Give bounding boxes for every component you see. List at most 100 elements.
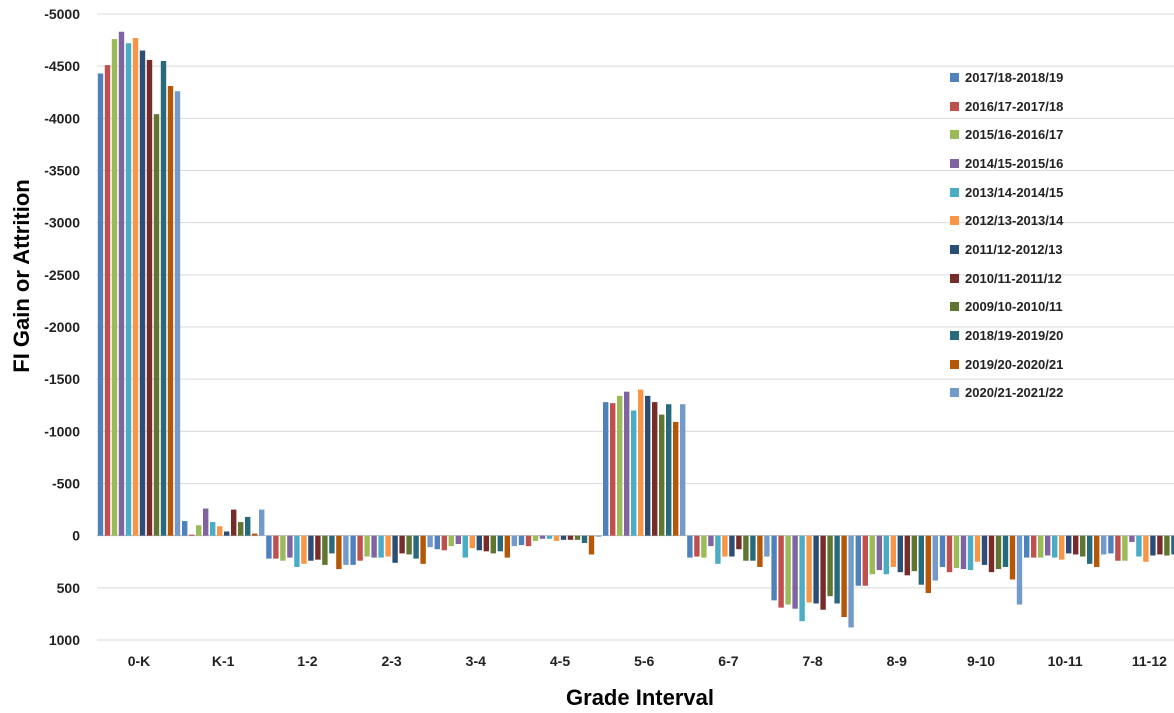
legend-item: 2014/15-2015/16 bbox=[950, 149, 1063, 178]
bar-4-5-2017/18-2018/19 bbox=[518, 535, 525, 546]
bar-10-11-2009/10-2010/11 bbox=[1080, 535, 1086, 557]
bar-5-6-2017/18-2018/19 bbox=[603, 402, 609, 536]
legend-label: 2013/14-2014/15 bbox=[965, 184, 1064, 200]
bar-8-9-2015/16-2016/17 bbox=[869, 535, 875, 575]
bars bbox=[97, 31, 1174, 628]
legend-item: 2019/20-2020/21 bbox=[950, 350, 1063, 379]
legend-item: 2018/19-2019/20 bbox=[950, 321, 1063, 350]
bar-2-3-2014/15-2015/16 bbox=[371, 535, 377, 558]
bar-10-11-2018/19-2019/20 bbox=[1087, 535, 1093, 564]
x-tick-label: 8-9 bbox=[887, 653, 907, 669]
bar-8-9-2016/17-2017/18 bbox=[862, 535, 868, 586]
legend-swatch bbox=[950, 388, 959, 398]
bar-K-1-2019/20-2020/21 bbox=[252, 533, 258, 536]
bar-4-5-2013/14-2014/15 bbox=[546, 535, 553, 539]
bar-9-10-2016/17-2017/18 bbox=[946, 535, 953, 573]
x-axis-label: Grade Interval bbox=[566, 685, 714, 710]
legend-swatch bbox=[950, 331, 959, 341]
legend-label: 2011/12-2012/13 bbox=[965, 241, 1063, 257]
bar-4-5-2018/19-2019/20 bbox=[581, 535, 588, 543]
bar-9-10-2009/10-2010/11 bbox=[995, 535, 1002, 570]
bar-9-10-2010/11-2011/12 bbox=[988, 535, 995, 573]
bar-K-1-2011/12-2012/13 bbox=[224, 531, 230, 536]
bar-5-6-2016/17-2017/18 bbox=[610, 403, 616, 536]
bar-8-9-2012/13-2013/14 bbox=[890, 535, 896, 567]
bar-10-11-2015/16-2016/17 bbox=[1038, 535, 1044, 558]
bar-0-K-2010/11-2011/12 bbox=[146, 59, 153, 536]
bar-7-8-2016/17-2017/18 bbox=[778, 535, 784, 608]
bar-K-1-2012/13-2013/14 bbox=[217, 526, 223, 536]
bar-11-12-2012/13-2013/14 bbox=[1143, 535, 1149, 562]
legend-item: 2020/21-2021/22 bbox=[950, 379, 1063, 408]
bar-7-8-2017/18-2018/19 bbox=[771, 535, 777, 601]
bar-3-4-2017/18-2018/19 bbox=[434, 535, 440, 550]
x-tick-label: 4-5 bbox=[550, 653, 570, 669]
x-tick-label: 0-K bbox=[128, 653, 151, 669]
bar-9-10-2014/15-2015/16 bbox=[960, 535, 967, 570]
bar-1-2-2019/20-2020/21 bbox=[336, 535, 342, 570]
bar-10-11-2012/13-2013/14 bbox=[1059, 535, 1065, 560]
bar-1-2-2017/18-2018/19 bbox=[266, 535, 272, 559]
bar-8-9-2020/21-2021/22 bbox=[932, 535, 938, 581]
legend-label: 2019/20-2020/21 bbox=[965, 356, 1064, 372]
bar-4-5-2014/15-2015/16 bbox=[539, 535, 546, 539]
bar-5-6-2019/20-2020/21 bbox=[673, 421, 679, 536]
bar-6-7-2018/19-2019/20 bbox=[750, 535, 756, 561]
x-tick-label: K-1 bbox=[212, 653, 235, 669]
bar-8-9-2014/15-2015/16 bbox=[876, 535, 882, 571]
bar-10-11-2019/20-2020/21 bbox=[1094, 535, 1100, 567]
legend-label: 2020/21-2021/22 bbox=[965, 385, 1064, 401]
y-tick-label: -4000 bbox=[44, 110, 80, 126]
legend-swatch bbox=[950, 158, 959, 168]
bar-3-4-2014/15-2015/16 bbox=[455, 535, 461, 545]
bar-10-11-2020/21-2021/22 bbox=[1101, 535, 1107, 555]
bar-11-12-2013/14-2014/15 bbox=[1136, 535, 1142, 557]
legend-label: 2015/16-2016/17 bbox=[965, 127, 1064, 143]
bar-8-9-2011/12-2012/13 bbox=[897, 535, 903, 573]
bar-6-7-2014/15-2015/16 bbox=[708, 535, 714, 547]
bar-1-2-2011/12-2012/13 bbox=[308, 535, 314, 561]
bar-11-12-2009/10-2010/11 bbox=[1164, 535, 1170, 556]
bar-3-4-2013/14-2014/15 bbox=[462, 535, 468, 558]
legend-swatch bbox=[950, 273, 959, 283]
bar-6-7-2010/11-2011/12 bbox=[736, 535, 742, 550]
y-tick-label: -1000 bbox=[44, 423, 80, 439]
bar-8-9-2010/11-2011/12 bbox=[904, 535, 910, 576]
bar-11-12-2015/16-2016/17 bbox=[1122, 535, 1128, 561]
bar-4-5-2012/13-2013/14 bbox=[553, 535, 560, 541]
bar-2-3-2013/14-2014/15 bbox=[378, 535, 384, 558]
bar-1-2-2012/13-2013/14 bbox=[301, 535, 307, 564]
bar-9-10-2013/14-2014/15 bbox=[967, 535, 974, 571]
legend-swatch bbox=[950, 216, 959, 226]
bar-3-4-2016/17-2017/18 bbox=[441, 535, 447, 551]
x-tick-label: 9-10 bbox=[967, 653, 995, 669]
bar-9-10-2017/18-2018/19 bbox=[939, 535, 946, 567]
y-tick-label: -1500 bbox=[44, 371, 80, 387]
bar-K-1-2013/14-2014/15 bbox=[210, 522, 216, 536]
bar-1-2-2010/11-2011/12 bbox=[315, 535, 321, 560]
x-tick-label: 2-3 bbox=[381, 653, 401, 669]
bar-5-6-2013/14-2014/15 bbox=[631, 410, 637, 536]
bar-K-1-2017/18-2018/19 bbox=[182, 521, 188, 536]
bar-7-8-2019/20-2020/21 bbox=[841, 535, 847, 618]
legend-label: 2017/18-2018/19 bbox=[965, 69, 1064, 85]
bar-K-1-2014/15-2015/16 bbox=[203, 508, 209, 536]
legend-swatch bbox=[950, 130, 959, 140]
bar-2-3-2016/17-2017/18 bbox=[357, 535, 363, 561]
bar-4-5-2016/17-2017/18 bbox=[525, 535, 532, 547]
bar-2-3-2012/13-2013/14 bbox=[385, 535, 391, 557]
bar-7-8-2020/21-2021/22 bbox=[848, 535, 854, 628]
bar-2-3-2017/18-2018/19 bbox=[350, 535, 356, 565]
bar-10-11-2010/11-2011/12 bbox=[1073, 535, 1079, 555]
bar-2-3-2019/20-2020/21 bbox=[420, 535, 426, 564]
legend-swatch bbox=[950, 72, 959, 82]
bar-8-9-2019/20-2020/21 bbox=[925, 535, 931, 594]
x-tick-label: 6-7 bbox=[718, 653, 738, 669]
bar-1-2-2015/16-2016/17 bbox=[280, 535, 286, 561]
bar-11-12-2017/18-2018/19 bbox=[1108, 535, 1114, 554]
bar-1-2-2009/10-2010/11 bbox=[322, 535, 328, 565]
y-tick-label: -500 bbox=[52, 476, 80, 492]
bar-11-12-2018/19-2019/20 bbox=[1171, 535, 1174, 555]
bar-K-1-2016/17-2017/18 bbox=[189, 534, 195, 536]
